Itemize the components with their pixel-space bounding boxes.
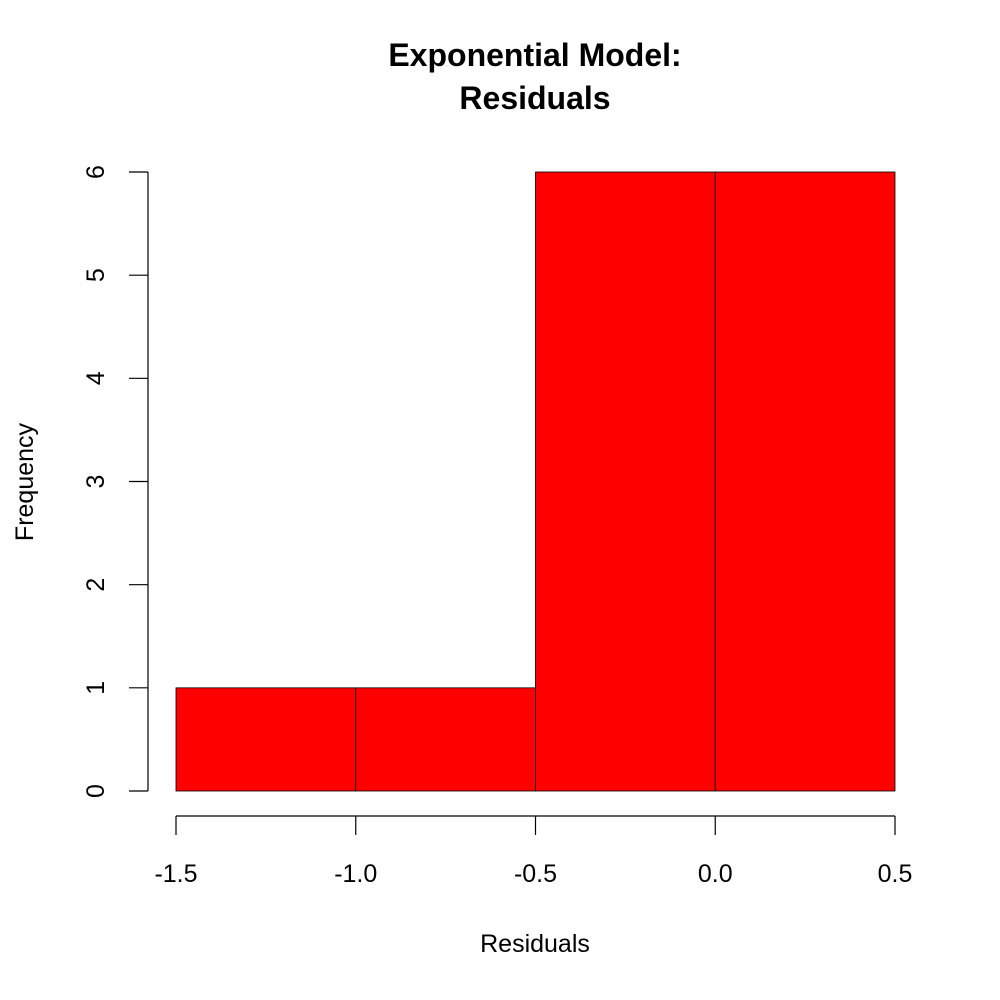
y-tick-label-4: 4 <box>82 371 110 385</box>
x-axis: -1.5 -1.0 -0.5 0.0 0.5 <box>154 815 913 888</box>
x-tick-label-4: 0.5 <box>878 860 913 888</box>
y-tick-label-0: 0 <box>82 784 110 798</box>
y-tick-label-6: 6 <box>82 165 110 179</box>
histogram-bar-3 <box>714 171 896 792</box>
y-axis-label: Frequency <box>11 422 39 541</box>
histogram-bar-0 <box>175 687 357 792</box>
chart-title-line-2: Residuals <box>459 80 610 116</box>
y-tick-label-3: 3 <box>82 475 110 489</box>
y-tick-label-2: 2 <box>82 578 110 592</box>
bars-group <box>175 171 896 792</box>
y-tick-label-1: 1 <box>82 681 110 695</box>
x-tick-label-2: -0.5 <box>514 860 557 888</box>
x-tick-label-1: -1.0 <box>334 860 377 888</box>
x-tick-label-0: -1.5 <box>154 860 197 888</box>
histogram-bar-2 <box>535 171 716 792</box>
y-tick-label-5: 5 <box>82 268 110 282</box>
histogram-bar-1 <box>355 687 536 792</box>
x-axis-label: Residuals <box>480 930 590 958</box>
x-tick-label-3: 0.0 <box>698 860 733 888</box>
chart-title-line-1: Exponential Model: <box>388 37 681 73</box>
y-axis: 0 1 2 3 4 5 6 <box>82 165 149 798</box>
